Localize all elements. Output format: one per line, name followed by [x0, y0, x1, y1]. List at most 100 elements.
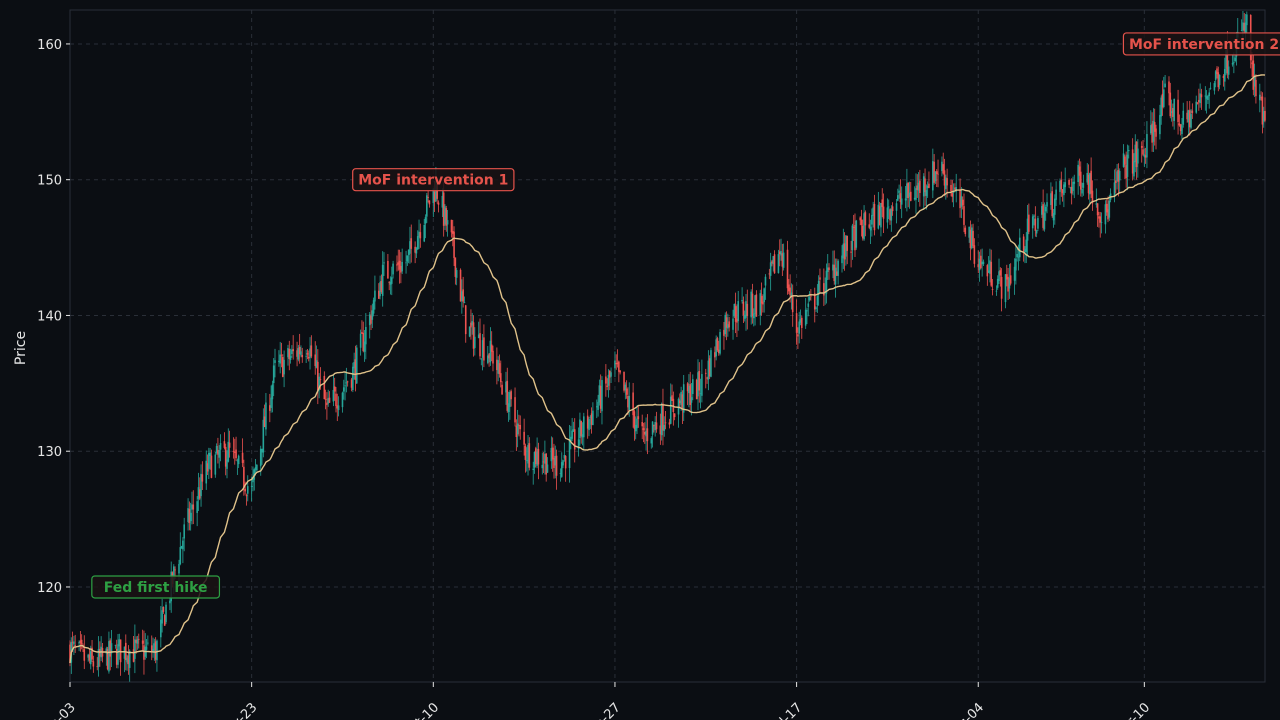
candle	[269, 393, 271, 423]
candle-body	[833, 264, 836, 282]
candle-body	[1116, 171, 1118, 182]
candle	[1260, 91, 1262, 101]
candle-body	[1246, 14, 1248, 26]
annotation-label: Fed first hike	[104, 580, 208, 596]
candle-body	[614, 360, 616, 369]
candle	[682, 375, 685, 422]
candle-body	[981, 261, 983, 265]
candle-body	[542, 461, 545, 463]
candle-body	[618, 361, 620, 372]
candle-body	[337, 405, 340, 411]
candle-body	[754, 295, 756, 314]
candle	[824, 277, 826, 305]
candle	[1240, 19, 1243, 32]
candle	[315, 345, 318, 369]
candle	[297, 344, 300, 362]
candle-body	[663, 424, 666, 431]
candle	[1064, 167, 1066, 193]
candle	[401, 248, 403, 275]
candle-body	[654, 422, 656, 431]
candle	[472, 315, 475, 357]
candle-body	[480, 358, 483, 360]
candle	[115, 639, 118, 669]
candle	[887, 199, 890, 220]
candle	[863, 205, 865, 241]
candle	[782, 243, 785, 271]
candle-body	[771, 261, 773, 264]
candle	[633, 409, 636, 441]
candle-body	[83, 649, 86, 661]
candle	[645, 417, 647, 451]
candle	[859, 216, 861, 226]
candle	[409, 226, 411, 264]
annotations: Fed first hike MoF intervention 1 MoF inte…	[91, 32, 1280, 599]
candle	[187, 498, 189, 531]
candle	[943, 158, 946, 197]
candle-body	[217, 449, 219, 455]
candle-body	[1134, 144, 1137, 163]
candle	[419, 223, 422, 248]
candle-body	[490, 344, 493, 352]
candle	[110, 629, 113, 667]
candle	[160, 606, 162, 648]
candle	[261, 448, 263, 465]
candle-body	[789, 287, 791, 296]
candle-body	[265, 402, 267, 430]
candle	[406, 255, 409, 266]
candle-body	[342, 387, 345, 392]
candle	[380, 274, 383, 294]
candle	[378, 283, 380, 299]
candle	[980, 249, 982, 270]
candle-body	[804, 309, 807, 326]
candle-body	[570, 436, 572, 442]
candle-body	[336, 405, 339, 409]
candle	[571, 417, 573, 442]
candle	[742, 296, 745, 324]
candle	[87, 653, 89, 662]
candle-body	[741, 299, 743, 302]
candle	[471, 312, 474, 335]
candle-body	[1207, 95, 1209, 101]
candle	[387, 253, 389, 279]
candle-body	[834, 267, 837, 285]
candle	[1063, 181, 1065, 208]
candle	[804, 298, 807, 329]
candle-body	[459, 269, 462, 302]
candle-body	[206, 463, 209, 472]
candle-body	[453, 231, 455, 258]
candle-body	[127, 655, 130, 665]
candle-body	[379, 282, 381, 297]
candle	[1072, 176, 1074, 196]
candle	[505, 371, 507, 405]
candle-body	[256, 464, 258, 471]
candle-body	[118, 639, 121, 647]
candle	[592, 402, 594, 426]
candle	[141, 629, 144, 651]
candle-body	[279, 354, 281, 364]
candle	[397, 249, 400, 271]
candle-body	[1061, 189, 1064, 194]
candle-body	[1025, 239, 1028, 252]
candle	[1118, 168, 1121, 193]
candle-body	[750, 291, 752, 318]
candle-body	[1042, 204, 1044, 228]
candle	[881, 188, 884, 218]
candle-body	[165, 604, 167, 623]
candle	[243, 459, 245, 496]
candle-body	[850, 251, 852, 253]
candle-body	[489, 340, 492, 363]
candle	[1113, 169, 1116, 203]
candle-body	[605, 376, 607, 384]
candle	[990, 249, 993, 288]
candle	[496, 347, 498, 385]
candle	[326, 392, 328, 420]
candle-body	[488, 354, 490, 359]
candle-body	[400, 265, 402, 273]
candle-body	[659, 425, 662, 435]
candle	[933, 154, 935, 185]
candle	[1127, 145, 1130, 159]
candle	[1146, 121, 1148, 169]
candle-body	[201, 474, 204, 482]
candle-body	[697, 372, 699, 397]
